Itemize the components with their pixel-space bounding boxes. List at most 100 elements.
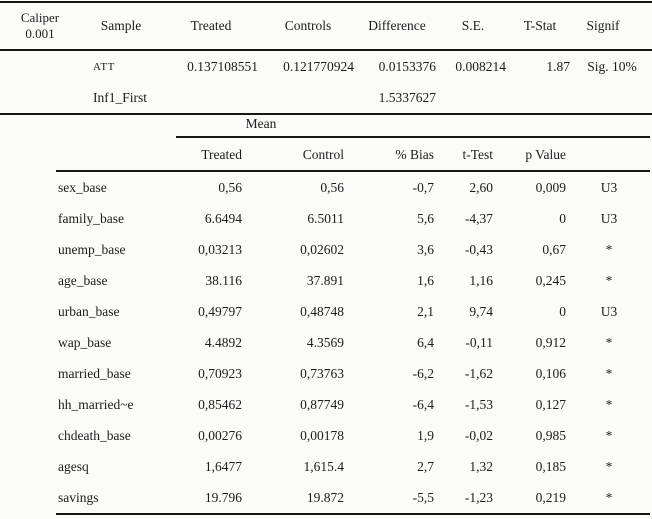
t-test-value: 1,32 xyxy=(469,458,493,474)
signif-flag: * xyxy=(605,427,613,443)
pct-bias: -6,2 xyxy=(412,365,434,381)
p-value: 0,106 xyxy=(535,365,566,381)
table-row: savings 19.796 19.872 -5,5 -1,23 0,219 * xyxy=(56,482,650,513)
table-row: wap_base 4.4892 4.3569 6,4 -0,11 0,912 * xyxy=(56,327,650,358)
balance-header-row: Treated Control % Bias t-Test p Value xyxy=(56,140,650,170)
rule-under-mean xyxy=(176,136,650,138)
rule-under-subheader xyxy=(56,170,650,172)
variable-name: married_base xyxy=(58,365,131,381)
p-value: 0 xyxy=(559,210,566,226)
t-test-value: -0,43 xyxy=(464,241,493,257)
inf1-first-label: Inf1_First xyxy=(93,90,147,105)
caliper-value: 0.001 xyxy=(25,26,55,41)
table-row: age_base 38.116 37.891 1,6 1,16 0,245 * xyxy=(56,265,650,296)
att-treated: 0.137108551 xyxy=(187,59,258,74)
balance-header-bias: % Bias xyxy=(395,147,434,162)
header-t-stat: T-Stat xyxy=(523,18,557,33)
top-table-header-row: Caliper 0.001 Sample Treated Controls Di… xyxy=(0,3,652,49)
signif-flag: * xyxy=(605,334,613,350)
variable-name: sex_base xyxy=(58,179,107,195)
treated-mean: 38.116 xyxy=(205,272,242,288)
p-value: 0 xyxy=(559,303,566,319)
inf1-first-difference: 1.5337627 xyxy=(378,90,436,105)
p-value: 0,185 xyxy=(535,458,566,474)
signif-flag: * xyxy=(605,365,613,381)
control-mean: 0,73763 xyxy=(300,365,344,381)
variable-name: age_base xyxy=(58,272,108,288)
pct-bias: -5,5 xyxy=(412,489,434,505)
header-sample: Sample xyxy=(100,18,142,33)
att-row: ATT 0.137108551 0.121770924 0.0153376 0.… xyxy=(0,51,652,83)
balance-header-t-test: t-Test xyxy=(462,147,493,162)
inf1-first-row: Inf1_First 1.5337627 xyxy=(0,83,652,113)
control-mean: 4.3569 xyxy=(306,334,344,350)
t-test-value: -1,23 xyxy=(464,489,493,505)
table-row: sex_base 0,56 0,56 -0,7 2,60 0,009 U3 xyxy=(56,172,650,203)
control-mean: 19.872 xyxy=(306,489,344,505)
signif-flag: U3 xyxy=(600,303,618,319)
caliper-label: Caliper xyxy=(20,9,60,25)
p-value: 0,985 xyxy=(535,427,566,443)
signif-flag: * xyxy=(605,458,613,474)
p-value: 0,67 xyxy=(542,241,566,257)
variable-name: chdeath_base xyxy=(58,427,131,443)
treated-mean: 0,85462 xyxy=(198,396,242,412)
balance-header-control: Control xyxy=(302,147,344,162)
variable-name: savings xyxy=(58,489,99,505)
pct-bias: -6,4 xyxy=(412,396,434,412)
t-test-value: 9,74 xyxy=(469,303,493,319)
balance-header-treated: Treated xyxy=(201,147,242,162)
header-treated: Treated xyxy=(190,18,232,33)
treated-mean: 0,49797 xyxy=(198,303,242,319)
control-mean: 0,87749 xyxy=(300,396,344,412)
p-value: 0,912 xyxy=(535,334,566,350)
t-test-value: -0,11 xyxy=(465,334,493,350)
att-difference: 0.0153376 xyxy=(378,59,436,74)
pct-bias: 1,9 xyxy=(417,427,434,443)
signif-flag: * xyxy=(605,396,613,412)
table-row: hh_married~e 0,85462 0,87749 -6,4 -1,53 … xyxy=(56,389,650,420)
control-mean: 0,56 xyxy=(320,179,344,195)
att-se: 0.008214 xyxy=(455,59,506,74)
rule-under-header xyxy=(0,49,652,51)
pct-bias: -0,7 xyxy=(412,179,434,195)
t-test-value: -1,53 xyxy=(464,396,493,412)
treated-mean: 1,6477 xyxy=(204,458,242,474)
header-difference: Difference xyxy=(368,18,426,33)
table-row: urban_base 0,49797 0,48748 2,1 9,74 0 U3 xyxy=(56,296,650,327)
balance-header-p-value: p Value xyxy=(525,147,566,162)
signif-flag: U3 xyxy=(600,179,618,195)
t-test-value: -0,02 xyxy=(464,427,493,443)
att-label: ATT xyxy=(93,61,115,73)
signif-flag: * xyxy=(605,241,613,257)
table-row: married_base 0,70923 0,73763 -6,2 -1,62 … xyxy=(56,358,650,389)
table-row: chdeath_base 0,00276 0,00178 1,9 -0,02 0… xyxy=(56,420,650,451)
header-signif: Signif xyxy=(586,18,620,33)
signif-flag: U3 xyxy=(600,210,618,226)
control-mean: 0,48748 xyxy=(300,303,344,319)
caliper-header: Caliper 0.001 xyxy=(0,10,80,43)
p-value: 0,245 xyxy=(535,272,566,288)
pct-bias: 3,6 xyxy=(417,241,434,257)
variable-name: wap_base xyxy=(58,334,112,350)
mean-group-header: Mean xyxy=(245,116,277,131)
att-t-stat: 1.87 xyxy=(546,59,570,74)
att-controls: 0.121770924 xyxy=(283,59,354,74)
t-test-value: 2,60 xyxy=(469,179,493,195)
p-value: 0,009 xyxy=(535,179,566,195)
p-value: 0,127 xyxy=(535,396,566,412)
table-row: agesq 1,6477 1,615.4 2,7 1,32 0,185 * xyxy=(56,451,650,482)
variable-name: family_base xyxy=(58,210,124,226)
treated-mean: 6.6494 xyxy=(204,210,242,226)
p-value: 0,219 xyxy=(535,489,566,505)
signif-flag: * xyxy=(605,489,613,505)
variable-name: hh_married~e xyxy=(58,396,134,412)
t-test-value: -1,62 xyxy=(464,365,493,381)
pct-bias: 2,7 xyxy=(417,458,434,474)
treated-mean: 0,56 xyxy=(218,179,242,195)
signif-flag: * xyxy=(605,272,613,288)
table-row: family_base 6.6494 6.5011 5,6 -4,37 0 U3 xyxy=(56,203,650,234)
t-test-value: 1,16 xyxy=(469,272,493,288)
treated-mean: 0,00276 xyxy=(198,427,242,443)
